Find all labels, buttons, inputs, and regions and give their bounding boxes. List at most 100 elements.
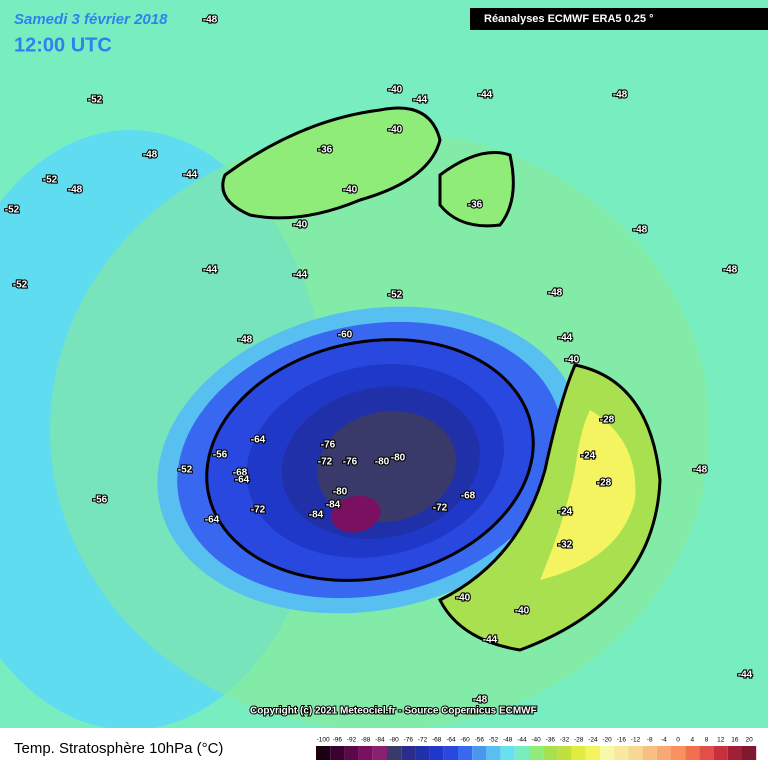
scale-label: 12 [717,737,725,744]
contour-label: -28 [600,415,615,426]
contour-label: -84 [309,510,324,521]
contour-label: -80 [391,453,406,464]
source: Réanalyses ECMWF ERA5 0.25 ° [484,13,653,25]
contour-label: -44 [558,333,573,344]
warm-core [540,410,636,580]
scale-swatch [316,746,331,760]
scale-swatch [685,746,700,760]
contour-label: -64 [205,515,220,526]
contour-label: -48 [473,695,488,706]
contour-label: -36 [468,200,483,211]
contour-label: -44 [183,170,198,181]
contour-label: -44 [483,635,498,646]
scale-swatch [671,746,686,760]
scale-swatch [387,746,402,760]
contour-label: -48 [723,265,738,276]
scale-swatch [330,746,345,760]
scale-label: -8 [647,737,653,744]
scale-label: -52 [489,737,499,744]
scale-swatch [514,746,529,760]
scale-label: -40 [531,737,541,744]
contour-label: -44 [203,265,218,276]
scale-label: -48 [503,737,513,744]
scale-label: -88 [361,737,371,744]
contour-label: -48 [68,185,83,196]
source-box [470,8,768,30]
scale-label: -36 [546,737,556,744]
contour-label: -56 [93,495,108,506]
contour-label: -40 [565,355,580,366]
contour-label: -60 [338,330,353,341]
contour-label: -44 [293,270,308,281]
contour-label: -52 [88,95,103,106]
scale-label: -100 [317,737,330,744]
contour-label: -24 [581,451,596,462]
scale-swatch [713,746,728,760]
scale-label: -60 [460,737,470,744]
contour-label: -28 [597,478,612,489]
time: 12:00 UTC [14,34,112,56]
scale-label: -68 [432,737,442,744]
scale-swatch [429,746,444,760]
scale-swatch [614,746,629,760]
scale-label: -12 [631,737,641,744]
contour-label: -52 [388,290,403,301]
scale-swatch [699,746,714,760]
scale-label: -56 [475,737,485,744]
scale-swatch [415,746,430,760]
contour-label: -48 [633,225,648,236]
scale-label: -92 [347,737,357,744]
scale-swatch [372,746,387,760]
contour-label: -40 [515,606,530,617]
scale-swatch [642,746,657,760]
scale-label: -28 [574,737,584,744]
scale-swatch [543,746,558,760]
scale-swatch [727,746,742,760]
scale-label: -24 [588,737,598,744]
contour-label: -36 [318,145,333,156]
scale-swatch [600,746,615,760]
scale-label: -16 [617,737,627,744]
scale-label: 16 [731,737,739,744]
scale-swatch [628,746,643,760]
scale-swatch [742,746,757,760]
contour-label: -52 [5,205,20,216]
scale-label: -4 [661,737,667,744]
contour-label: -44 [413,95,428,106]
contour-label: -48 [548,288,563,299]
contour-label: -80 [333,487,348,498]
contour-label: -56 [213,450,228,461]
footer-title: Temp. Stratosphère 10hPa (°C) [14,740,223,757]
polar-vortex [157,306,583,614]
contour-label: -76 [343,457,358,468]
scale-label: -96 [333,737,343,744]
contour-label: -48 [238,335,253,346]
date: Samedi 3 février 2018 [14,11,168,28]
contour-label: -68 [461,491,476,502]
contour-label: -40 [343,185,358,196]
scale-swatch [571,746,586,760]
copyright: Copyright (c) 2021 Meteociel.fr - Source… [250,706,537,717]
warm-blob [438,151,515,228]
scale-swatch [401,746,416,760]
contour-label: -48 [143,150,158,161]
scale-swatch [472,746,487,760]
contour-label: -64 [235,475,250,486]
contour-label: -48 [203,15,218,26]
scale-swatch [344,746,359,760]
contour-label: -80 [375,457,390,468]
contour-label: -48 [613,90,628,101]
contour-label: -40 [456,593,471,604]
contour-label: -52 [178,465,193,476]
contour-label: -40 [388,125,403,136]
contour-label: -72 [251,505,266,516]
contour-label: -72 [433,503,448,514]
scale-label: -76 [404,737,414,744]
contour-label: -24 [558,507,573,518]
contour-label: -44 [478,90,493,101]
contour-label: -40 [293,220,308,231]
contour-label: -40 [388,85,403,96]
contour-label: -68 [233,468,248,479]
contour-label: -52 [13,280,28,291]
